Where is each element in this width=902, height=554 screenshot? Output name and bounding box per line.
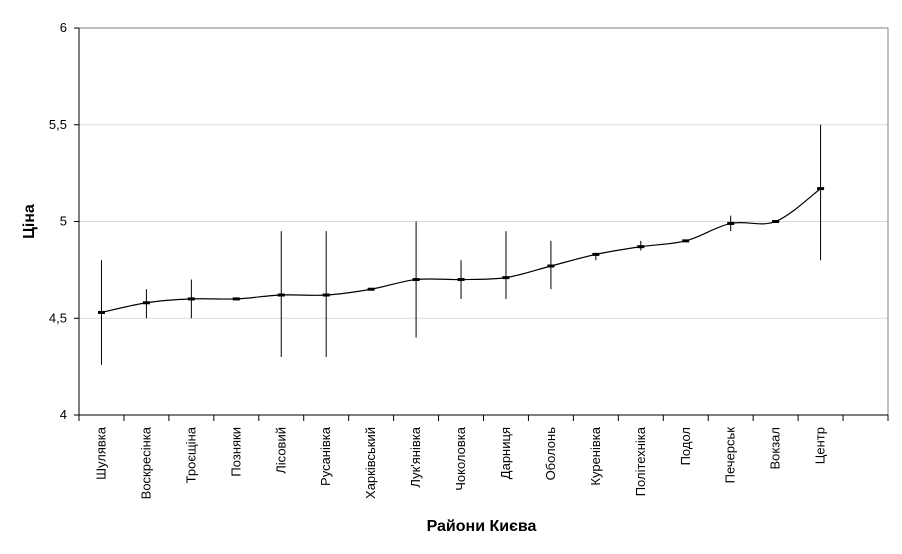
data-points: [97, 187, 825, 314]
x-tick-label: Лісовий: [273, 427, 288, 474]
y-axis-title: Ціна: [21, 204, 38, 239]
x-tick-label: Центр: [813, 427, 828, 464]
data-point: [727, 221, 735, 225]
x-tick-label: Лук'янівка: [408, 426, 423, 487]
y-axis: 4 4,5 5 5,5 6: [49, 20, 80, 422]
y-tick-label: 4,5: [49, 310, 67, 325]
x-tick-label: Воскресінка: [138, 426, 153, 499]
data-point: [547, 264, 555, 268]
x-tick-label: Шулявка: [93, 426, 108, 480]
y-tick-label: 5,5: [49, 117, 67, 132]
y-tick-label: 6: [60, 20, 67, 35]
x-tick-label: Дарниця: [498, 427, 513, 479]
x-tick-label: Чоколовка: [453, 426, 468, 491]
error-bars: [100, 124, 822, 365]
data-point: [142, 301, 150, 305]
x-axis: Шулявка Воскресінка Троєщіна Позняки Лісовий…: [78, 414, 889, 499]
x-tick-label: Печерськ: [723, 427, 738, 484]
y-tick-label: 5: [60, 214, 67, 229]
data-point: [232, 297, 240, 301]
data-point: [772, 220, 780, 223]
data-point: [682, 239, 690, 243]
y-tick-label: 4: [60, 407, 67, 422]
data-point: [817, 187, 825, 191]
data-point: [457, 278, 465, 282]
data-point: [367, 287, 375, 291]
x-tick-label: Позняки: [228, 427, 243, 477]
x-tick-label: Троєщіна: [183, 426, 198, 483]
data-point: [502, 276, 510, 280]
data-point: [412, 278, 420, 282]
x-tick-label: Куренівка: [588, 426, 603, 485]
x-tick-label: Вокзал: [768, 427, 783, 470]
data-point: [187, 297, 195, 301]
x-tick-label: Харківський: [363, 427, 378, 499]
data-point: [592, 252, 600, 256]
data-point: [637, 245, 645, 249]
gridlines: [79, 27, 888, 319]
x-tick-label: Оболонь: [543, 427, 558, 481]
x-tick-label: Подол: [678, 427, 693, 465]
data-point: [97, 310, 105, 314]
x-tick-label: Русанівка: [318, 426, 333, 486]
data-point: [277, 293, 285, 297]
data-point: [322, 293, 330, 297]
x-axis-title: Райони Києва: [427, 518, 537, 535]
x-tick-label: Політехніка: [633, 426, 648, 496]
